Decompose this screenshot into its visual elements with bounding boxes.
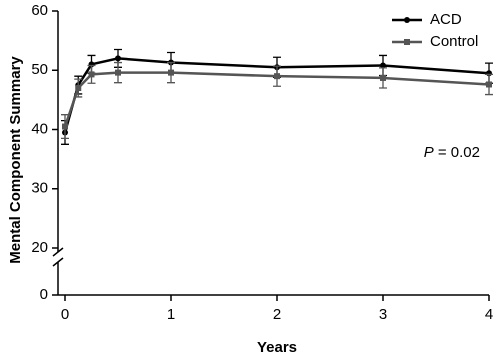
- marker: [486, 81, 492, 88]
- x-axis-label: Years: [257, 339, 297, 356]
- y-tick-label: 40: [31, 120, 48, 137]
- x-tick-label: 1: [167, 306, 175, 323]
- annotation: P = 0.02: [424, 144, 480, 161]
- legend-marker: [404, 17, 410, 23]
- series-line: [63, 57, 490, 133]
- marker: [115, 55, 121, 62]
- y-tick-label: 60: [31, 2, 48, 19]
- marker: [274, 73, 280, 80]
- marker: [380, 74, 386, 81]
- x-tick-label: 0: [61, 306, 69, 323]
- marker: [115, 69, 121, 76]
- x-tick-label: 3: [379, 306, 387, 323]
- x-tick-label: 2: [273, 306, 281, 323]
- y-axis-label: Mental Component Summary: [7, 56, 24, 264]
- marker: [380, 62, 386, 69]
- y-tick-label: 20: [31, 239, 48, 256]
- marker: [168, 69, 174, 76]
- y-tick-label: 50: [31, 61, 48, 78]
- legend-label: Control: [430, 33, 478, 50]
- marker: [75, 85, 82, 92]
- legend-marker: [404, 39, 410, 45]
- axis-break: [52, 247, 64, 267]
- y-tick-label: 30: [31, 180, 48, 197]
- legend-label: ACD: [430, 11, 462, 28]
- y-tick-label: 0: [40, 286, 48, 303]
- x-tick-label: 4: [485, 306, 493, 323]
- marker: [88, 71, 95, 78]
- marker: [62, 123, 68, 130]
